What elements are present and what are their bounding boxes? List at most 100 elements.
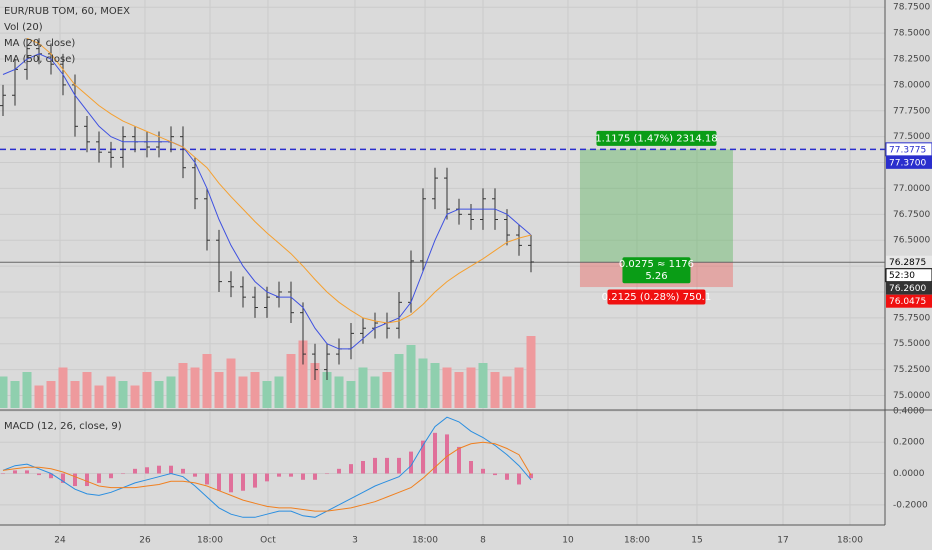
volume-bar <box>82 372 92 408</box>
y2-tick-label: 0.2000 <box>893 438 925 448</box>
y2-tick-label: 0.0000 <box>893 469 925 479</box>
macd-histogram <box>97 473 101 483</box>
macd-histogram <box>265 473 269 482</box>
y-tick-label: 75.2500 <box>893 365 930 375</box>
volume-bar <box>58 367 68 408</box>
macd-histogram <box>529 473 533 479</box>
macd-histogram <box>61 473 65 483</box>
price-tag-label: 77.3775 <box>889 145 926 155</box>
volume-bar <box>142 372 152 408</box>
volume-bar <box>118 381 128 408</box>
volume-bar <box>298 340 308 408</box>
position-label: 5.26 <box>645 271 667 282</box>
volume-bar <box>466 367 476 408</box>
y-tick-label: 78.5000 <box>893 29 930 39</box>
volume-bar <box>106 376 116 408</box>
x-tick-label: 3 <box>352 536 358 546</box>
y-tick-label: 75.5000 <box>893 339 930 349</box>
macd-histogram <box>445 434 449 474</box>
price-tag <box>886 281 932 295</box>
y-tick-label: 77.5000 <box>893 132 930 142</box>
macd-histogram <box>85 473 89 487</box>
y2-tick-label: 0.4000 <box>893 406 925 416</box>
volume-bar <box>310 363 320 408</box>
volume-bar <box>286 354 296 408</box>
macd-label: MACD (12, 26, close, 9) <box>4 421 122 432</box>
y-tick-label: 76.7500 <box>893 210 930 220</box>
macd-histogram <box>493 473 497 476</box>
macd-histogram <box>205 473 209 485</box>
position-label: 0.2125 (0.28%) 750.1 <box>602 292 712 303</box>
volume-bar <box>382 372 392 408</box>
volume-bar <box>430 363 440 408</box>
volume-bar <box>94 385 104 408</box>
price-tag <box>886 255 932 269</box>
volume-bar <box>250 372 260 408</box>
volume-bar <box>202 354 212 408</box>
volume-bar <box>394 354 404 408</box>
x-tick-label: 18:00 <box>624 536 650 546</box>
volume-bar <box>370 376 380 408</box>
volume-bar <box>358 367 368 408</box>
legend-entry: MA (20, close) <box>4 38 75 49</box>
profit-zone <box>579 149 733 263</box>
volume-bar <box>166 376 176 408</box>
x-tick-label: 17 <box>777 536 788 546</box>
macd-histogram <box>253 473 257 488</box>
volume-bar <box>442 367 452 408</box>
macd-histogram <box>301 473 305 480</box>
volume-bar <box>214 372 224 408</box>
volume-bar <box>418 358 428 408</box>
price-tag-label: 76.2600 <box>889 284 926 294</box>
volume-bar <box>226 358 236 408</box>
macd-histogram <box>49 473 53 479</box>
macd-histogram <box>325 473 329 475</box>
macd-histogram <box>109 473 113 479</box>
volume-bar <box>10 381 20 408</box>
x-tick-label: 18:00 <box>837 536 863 546</box>
volume-bar <box>274 376 284 408</box>
macd-histogram <box>457 446 461 474</box>
signal-line <box>2 441 532 512</box>
position-label: 0.0275 ≈ 1176 <box>619 259 694 270</box>
macd-histogram <box>385 457 389 474</box>
volume-bar <box>526 336 536 408</box>
macd-histogram <box>469 461 473 474</box>
macd-histogram <box>73 473 77 487</box>
x-tick-label: 26 <box>139 536 151 546</box>
macd-histogram <box>145 467 149 474</box>
volume-bar <box>322 372 332 408</box>
price-tag-label: 76.0475 <box>889 297 926 307</box>
macd-histogram <box>181 468 185 474</box>
macd-histogram <box>37 473 41 476</box>
volume-bar <box>514 367 524 408</box>
y2-tick-label: -0.2000 <box>893 500 928 510</box>
macd-histogram <box>25 470 29 474</box>
volume-bar <box>190 367 200 408</box>
volume-bar <box>178 363 188 408</box>
y-tick-label: 78.0000 <box>893 80 930 90</box>
volume-bar <box>70 381 80 408</box>
macd-histogram <box>289 473 293 477</box>
macd-histogram <box>121 473 125 475</box>
macd-histogram <box>157 465 161 474</box>
position-label-bg <box>596 130 717 146</box>
macd-histogram <box>433 432 437 474</box>
macd-histogram <box>313 473 317 480</box>
legend-entry: MA (50, close) <box>4 54 75 65</box>
macd-histogram <box>421 440 425 474</box>
macd-histogram <box>133 468 137 474</box>
moving-average <box>26 37 532 324</box>
macd-histogram <box>397 457 401 474</box>
macd-histogram <box>337 468 341 474</box>
volume-bar <box>346 381 356 408</box>
volume-bar <box>46 381 56 408</box>
volume-bar <box>262 381 272 408</box>
x-tick-label: 10 <box>562 536 574 546</box>
price-tag-label: 77.3700 <box>889 158 926 168</box>
x-tick-label: 15 <box>691 536 702 546</box>
volume-bar <box>130 385 140 408</box>
macd-histogram <box>373 457 377 474</box>
macd-histogram <box>517 473 521 485</box>
macd-histogram <box>481 468 485 474</box>
